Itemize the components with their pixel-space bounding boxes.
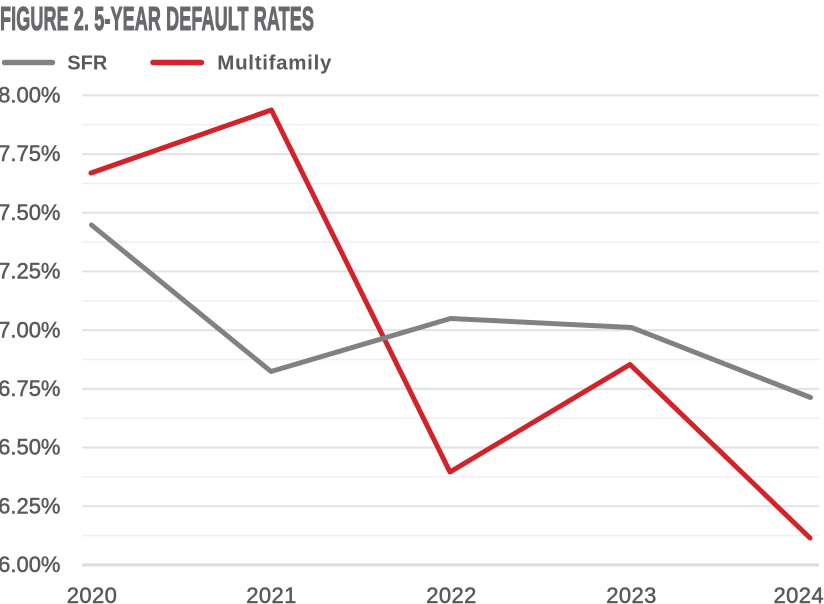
svg-text:SFR: SFR [67,53,108,75]
svg-text:6.50%: 6.50% [0,435,61,460]
svg-text:2022: 2022 [426,583,477,604]
svg-text:8.00%: 8.00% [0,83,61,108]
svg-text:6.75%: 6.75% [0,376,61,401]
svg-text:2024: 2024 [773,583,824,604]
svg-text:7.00%: 7.00% [0,317,61,342]
svg-text:7.50%: 7.50% [0,200,61,225]
svg-text:2020: 2020 [67,583,118,604]
svg-text:Multifamily: Multifamily [217,52,332,75]
svg-text:6.00%: 6.00% [0,552,61,577]
svg-text:7.75%: 7.75% [0,141,61,166]
svg-text:6.25%: 6.25% [0,493,61,518]
svg-text:2023: 2023 [606,583,657,604]
svg-text:2021: 2021 [246,583,297,604]
svg-text:7.25%: 7.25% [0,259,61,284]
